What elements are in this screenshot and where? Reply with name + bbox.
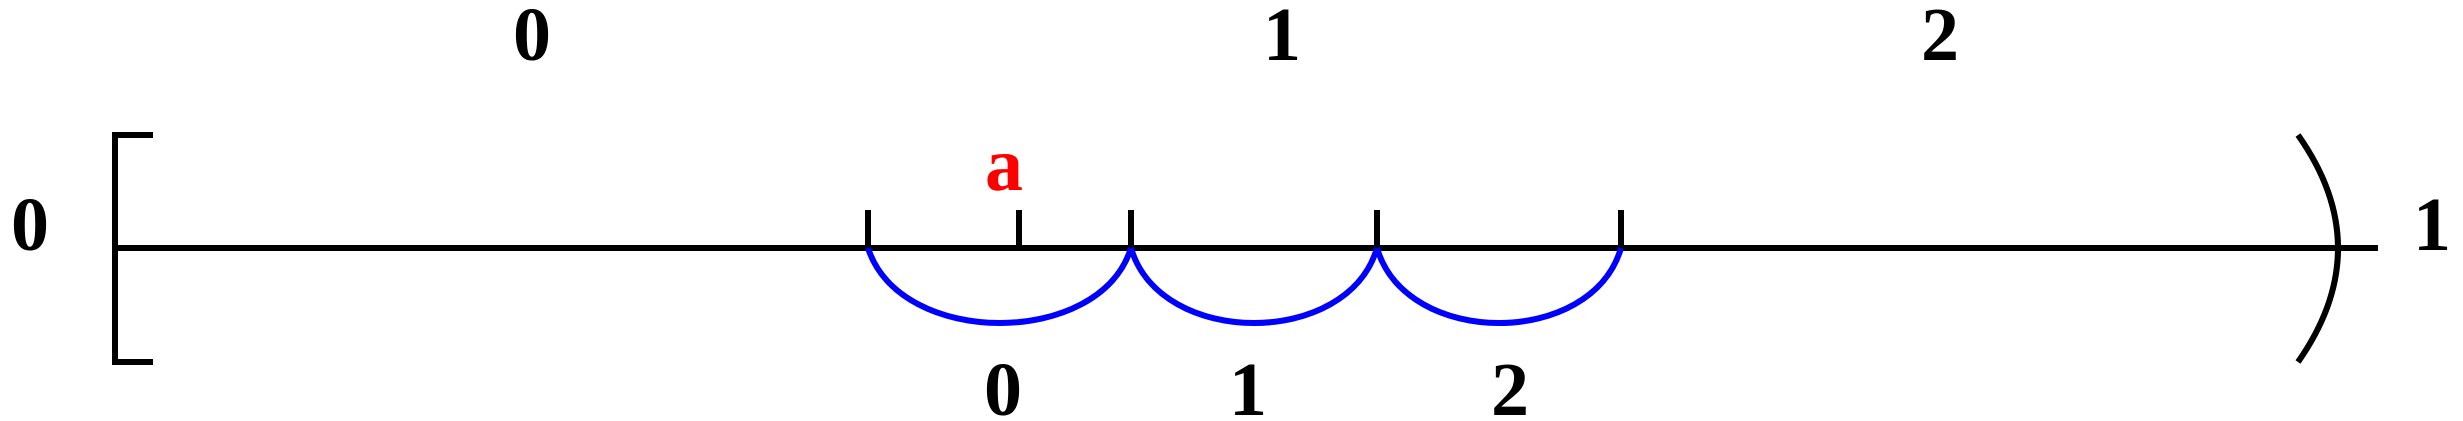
bottom-label-1: 1: [1229, 348, 1267, 421]
left-closed-bracket: [112, 132, 153, 365]
right-endpoint-label: 1: [2413, 183, 2451, 267]
top-label-0: 0: [513, 0, 551, 77]
point-label-a: a: [985, 123, 1023, 207]
right-open-parenthesis: [2295, 133, 2341, 364]
subinterval-arc-2: [1374, 247, 1624, 326]
subinterval-arc-1: [1128, 247, 1380, 326]
top-label-1: 1: [1263, 0, 1301, 77]
left-endpoint-label: 0: [11, 183, 49, 267]
bottom-label-0: 0: [984, 348, 1022, 421]
subinterval-arc-0: [865, 247, 1134, 326]
top-label-2: 2: [1921, 0, 1959, 77]
bottom-label-2: 2: [1491, 348, 1529, 421]
